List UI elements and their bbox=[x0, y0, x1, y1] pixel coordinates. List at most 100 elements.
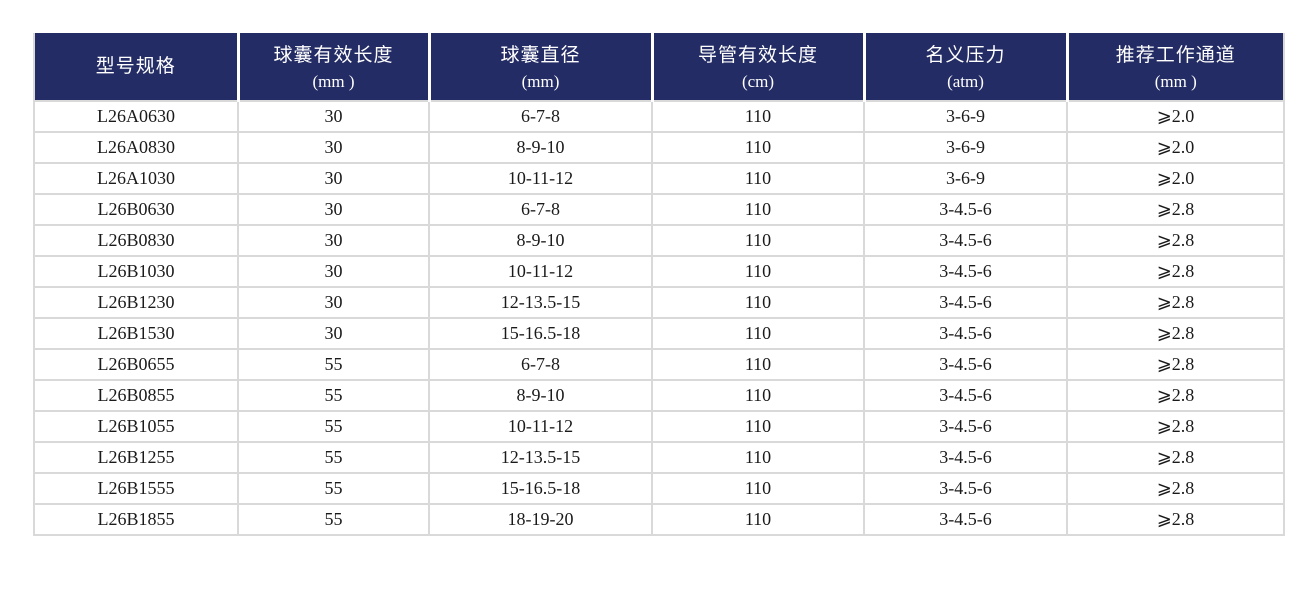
table-cell: ⩾2.8 bbox=[1066, 472, 1285, 505]
column-header-unit: (mm) bbox=[521, 71, 560, 91]
table-cell: 10-11-12 bbox=[428, 162, 653, 195]
table-cell: 15-16.5-18 bbox=[428, 317, 653, 350]
table-cell: 3-4.5-6 bbox=[863, 441, 1068, 474]
table-cell: 3-4.5-6 bbox=[863, 503, 1068, 536]
table-body: L26A0630 30 6-7-8 110 3-6-9 ⩾2.0 L26A0830 30 8-9… bbox=[33, 100, 1285, 536]
column-header-unit: (atm) bbox=[947, 71, 984, 91]
table-row: L26B1230 30 12-13.5-15 110 3-4.5-6 ⩾2.8 bbox=[33, 286, 1285, 319]
table-row: L26B1855 55 18-19-20 110 3-4.5-6 ⩾2.8 bbox=[33, 503, 1285, 536]
table-cell: 3-4.5-6 bbox=[863, 348, 1068, 381]
column-header-label: 导管有效长度 bbox=[697, 45, 818, 67]
table-cell: L26B0655 bbox=[33, 348, 239, 381]
table-cell: 3-4.5-6 bbox=[863, 472, 1068, 505]
table-cell: 12-13.5-15 bbox=[428, 441, 653, 474]
spec-table-container: 型号规格 球囊有效长度 (mm ) 球囊直径 (mm) 导管有效长度 (cm) … bbox=[33, 33, 1285, 536]
table-cell: L26B1555 bbox=[33, 472, 239, 505]
table-cell: 12-13.5-15 bbox=[428, 286, 653, 319]
column-header-label: 名义压力 bbox=[925, 45, 1006, 67]
table-cell: 110 bbox=[651, 131, 865, 164]
table-cell: 8-9-10 bbox=[428, 131, 653, 164]
column-header-model: 型号规格 bbox=[33, 33, 238, 102]
table-cell: 10-11-12 bbox=[428, 255, 653, 288]
table-cell: 110 bbox=[651, 503, 865, 536]
table-row: L26B0855 55 8-9-10 110 3-4.5-6 ⩾2.8 bbox=[33, 379, 1285, 412]
table-cell: 3-4.5-6 bbox=[863, 410, 1068, 443]
table-cell: 110 bbox=[651, 255, 865, 288]
table-cell: 6-7-8 bbox=[428, 100, 653, 133]
table-cell: 110 bbox=[651, 286, 865, 319]
table-cell: 110 bbox=[651, 224, 865, 257]
table-cell: 3-4.5-6 bbox=[863, 224, 1068, 257]
column-header-unit: (mm ) bbox=[312, 71, 355, 91]
table-row: L26B1255 55 12-13.5-15 110 3-4.5-6 ⩾2.8 bbox=[33, 441, 1285, 474]
column-header-unit: (cm) bbox=[741, 71, 775, 91]
table-cell: 10-11-12 bbox=[428, 410, 653, 443]
table-cell: 30 bbox=[237, 193, 430, 226]
table-cell: ⩾2.0 bbox=[1066, 162, 1285, 195]
table-cell: L26A1030 bbox=[33, 162, 239, 195]
table-cell: 3-4.5-6 bbox=[863, 255, 1068, 288]
column-header-recommended-working-channel: 推荐工作通道 (mm ) bbox=[1065, 33, 1284, 102]
table-cell: 55 bbox=[237, 503, 430, 536]
table-cell: L26A0830 bbox=[33, 131, 239, 164]
table-cell: ⩾2.8 bbox=[1066, 286, 1285, 319]
table-row: L26B1055 55 10-11-12 110 3-4.5-6 ⩾2.8 bbox=[33, 410, 1285, 443]
table-cell: 6-7-8 bbox=[428, 193, 653, 226]
table-row: L26B1530 30 15-16.5-18 110 3-4.5-6 ⩾2.8 bbox=[33, 317, 1285, 350]
table-cell: 30 bbox=[237, 224, 430, 257]
table-cell: 3-4.5-6 bbox=[863, 193, 1068, 226]
table-cell: ⩾2.8 bbox=[1066, 193, 1285, 226]
table-cell: L26B1855 bbox=[33, 503, 239, 536]
column-header-catheter-effective-length: 导管有效长度 (cm) bbox=[650, 33, 864, 102]
table-cell: ⩾2.8 bbox=[1066, 441, 1285, 474]
table-row: L26B0830 30 8-9-10 110 3-4.5-6 ⩾2.8 bbox=[33, 224, 1285, 257]
column-header-nominal-pressure: 名义压力 (atm) bbox=[862, 33, 1067, 102]
table-cell: 110 bbox=[651, 441, 865, 474]
table-cell: L26B0830 bbox=[33, 224, 239, 257]
table-cell: 110 bbox=[651, 348, 865, 381]
table-cell: 110 bbox=[651, 410, 865, 443]
table-cell: 110 bbox=[651, 193, 865, 226]
table-header: 型号规格 球囊有效长度 (mm ) 球囊直径 (mm) 导管有效长度 (cm) … bbox=[33, 33, 1284, 102]
table-cell: 30 bbox=[237, 100, 430, 133]
table-cell: ⩾2.0 bbox=[1066, 100, 1285, 133]
table-cell: 8-9-10 bbox=[428, 379, 653, 412]
table-cell: 30 bbox=[237, 286, 430, 319]
table-cell: L26B1055 bbox=[33, 410, 239, 443]
table-cell: L26B1230 bbox=[33, 286, 239, 319]
column-header-label: 球囊有效长度 bbox=[273, 45, 394, 67]
table-cell: L26B1530 bbox=[33, 317, 239, 350]
column-header-label: 推荐工作通道 bbox=[1115, 45, 1236, 67]
table-cell: 3-4.5-6 bbox=[863, 317, 1068, 350]
table-cell: ⩾2.8 bbox=[1066, 410, 1285, 443]
column-header-unit: (mm ) bbox=[1154, 71, 1197, 91]
table-cell: 55 bbox=[237, 348, 430, 381]
table-cell: ⩾2.8 bbox=[1066, 503, 1285, 536]
column-header-balloon-diameter: 球囊直径 (mm) bbox=[427, 33, 652, 102]
table-cell: ⩾2.8 bbox=[1066, 379, 1285, 412]
table-cell: 6-7-8 bbox=[428, 348, 653, 381]
column-header-label: 型号规格 bbox=[95, 55, 176, 77]
table-cell: 3-6-9 bbox=[863, 100, 1068, 133]
table-cell: L26B1255 bbox=[33, 441, 239, 474]
table-cell: ⩾2.8 bbox=[1066, 348, 1285, 381]
table-cell: 18-19-20 bbox=[428, 503, 653, 536]
table-row: L26A1030 30 10-11-12 110 3-6-9 ⩾2.0 bbox=[33, 162, 1285, 195]
table-cell: 15-16.5-18 bbox=[428, 472, 653, 505]
table-cell: 30 bbox=[237, 255, 430, 288]
table-cell: 3-6-9 bbox=[863, 162, 1068, 195]
table-cell: 55 bbox=[237, 472, 430, 505]
table-cell: L26A0630 bbox=[33, 100, 239, 133]
balloon-catheter-spec-table: 型号规格 球囊有效长度 (mm ) 球囊直径 (mm) 导管有效长度 (cm) … bbox=[33, 33, 1285, 536]
table-cell: L26B1030 bbox=[33, 255, 239, 288]
table-cell: 55 bbox=[237, 379, 430, 412]
table-cell: 110 bbox=[651, 100, 865, 133]
column-header-label: 球囊直径 bbox=[500, 45, 581, 67]
table-cell: 3-4.5-6 bbox=[863, 286, 1068, 319]
table-cell: L26B0855 bbox=[33, 379, 239, 412]
table-cell: 110 bbox=[651, 379, 865, 412]
column-header-balloon-effective-length: 球囊有效长度 (mm ) bbox=[236, 33, 429, 102]
table-cell: ⩾2.8 bbox=[1066, 255, 1285, 288]
table-row: L26A0830 30 8-9-10 110 3-6-9 ⩾2.0 bbox=[33, 131, 1285, 164]
table-cell: 3-6-9 bbox=[863, 131, 1068, 164]
